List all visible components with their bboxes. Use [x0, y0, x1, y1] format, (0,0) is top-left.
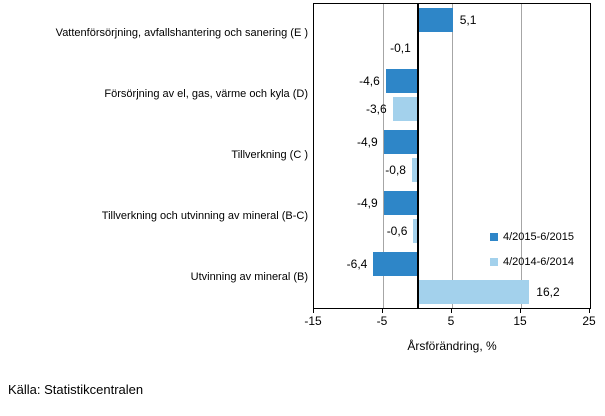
value-label: -0,8	[385, 163, 406, 177]
gridline	[521, 4, 522, 308]
category-label: Tillverkning och utvinning av mineral (B…	[101, 209, 308, 222]
x-tick-label: 5	[447, 314, 455, 328]
legend-swatch	[490, 258, 498, 266]
x-tick	[520, 308, 521, 313]
value-label: -4,9	[357, 135, 378, 149]
source-text: Källa: Statistikcentralen	[8, 382, 144, 397]
bar-4/2014-6/2014-cat4	[417, 279, 530, 304]
bar-4/2014-6/2014-cat1	[392, 97, 418, 122]
bar-4/2014-6/2014-cat2	[411, 158, 418, 182]
gridline	[383, 4, 384, 308]
x-tick	[382, 308, 383, 313]
x-tick	[589, 308, 590, 313]
category-label: Tillverkning (C )	[231, 149, 308, 161]
gridline	[452, 4, 453, 308]
legend-swatch	[490, 233, 498, 241]
x-tick-label: 25	[582, 314, 596, 328]
category-label: Utvinning av mineral (B)	[190, 270, 308, 283]
value-label: 5,1	[459, 13, 477, 28]
legend-item-4/2015-6/2015: 4/2015-6/2015	[490, 231, 574, 243]
bar-4/2014-6/2014-cat3	[413, 218, 418, 243]
zero-axis-line	[416, 4, 419, 308]
legend-label: 4/2014-6/2014	[503, 256, 574, 268]
bar-4/2015-6/2015-cat1	[385, 69, 418, 94]
x-tick-label: 15	[513, 314, 527, 328]
value-label: -0,1	[390, 41, 411, 56]
value-label: -4,9	[357, 195, 378, 210]
plot-area: 5,1 -0,1 -4,6 -3,6 -4,9 -0,8 -4,9 -0,6 -6,4 16,2 …	[313, 3, 591, 309]
x-tick-label: -5	[376, 314, 388, 328]
legend-label: 4/2015-6/2015	[503, 231, 574, 243]
category-label: Vattenförsörjning, avfallshantering och …	[55, 27, 308, 40]
value-label: -6,4	[346, 256, 368, 271]
value-label: -4,6	[359, 74, 380, 89]
bar-4/2015-6/2015-cat2	[383, 130, 418, 154]
x-tick	[313, 308, 314, 313]
bar-4/2015-6/2015-cat0	[417, 8, 453, 33]
value-label: 16,2	[536, 284, 560, 299]
value-label: -3,6	[365, 102, 387, 117]
bar-4/2015-6/2015-cat4	[373, 251, 418, 276]
legend-item-4/2014-6/2014: 4/2014-6/2014	[490, 256, 574, 268]
x-tick	[451, 308, 452, 313]
x-axis-title: Årsförändring, %	[407, 339, 497, 353]
legend: 4/2015-6/2015 4/2014-6/2014	[490, 231, 574, 281]
bar-4/2015-6/2015-cat3	[383, 190, 418, 215]
value-label: -0,6	[386, 223, 408, 238]
x-tick-label: -15	[304, 314, 322, 328]
category-label: Försörjning av el, gas, värme och kyla (…	[104, 88, 308, 101]
